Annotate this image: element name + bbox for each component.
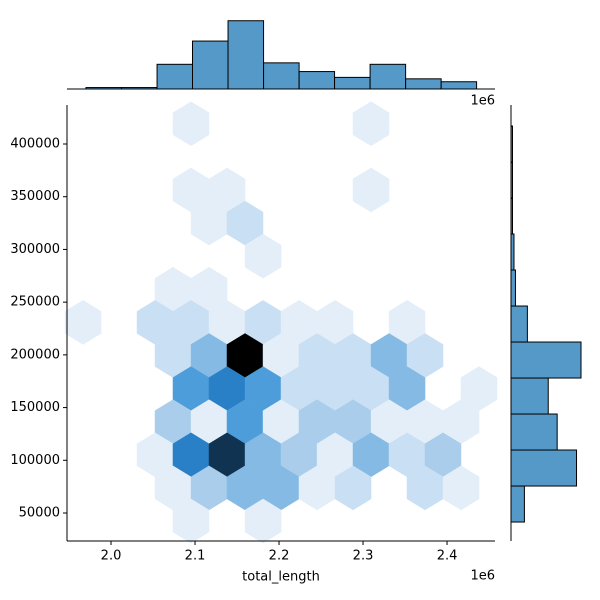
y-tick-label: 100000 <box>10 453 60 468</box>
hexbin-cell <box>352 101 390 147</box>
histogram-bar <box>510 269 516 307</box>
y-tick-label: 350000 <box>10 189 60 204</box>
x-axis-label: total_length <box>242 570 320 585</box>
hexbin-cell <box>244 233 282 279</box>
histogram-bar <box>369 63 407 90</box>
y-tick-label: 150000 <box>10 400 60 415</box>
hexbin-cell <box>442 465 480 511</box>
y-tick-label: 50000 <box>19 505 60 520</box>
histogram-bar <box>227 20 265 90</box>
y-tick-label: 250000 <box>10 295 60 310</box>
x-tick-label: 2.4 <box>437 549 458 564</box>
x-offset-label: 1e6 <box>470 569 495 584</box>
histogram-bar <box>510 341 582 379</box>
x-tick-label: 2.1 <box>185 549 206 564</box>
histogram-bar <box>192 40 229 90</box>
histogram-bar <box>334 76 371 90</box>
histogram-bar <box>510 485 525 523</box>
histogram-bar <box>405 78 442 90</box>
histogram-bar <box>510 413 558 451</box>
y-tick-label: 200000 <box>10 347 60 362</box>
histogram-bar <box>440 81 478 90</box>
histogram-bar <box>298 71 336 90</box>
hexbin-cell <box>172 101 210 147</box>
histogram-bar <box>510 449 578 487</box>
histogram-bar <box>263 62 300 90</box>
histogram-bar <box>510 305 528 343</box>
hexbin-cell <box>334 465 372 511</box>
y-tick-label: 400000 <box>10 137 60 152</box>
hexbin-cell <box>352 167 390 213</box>
top-offset-label: 1e6 <box>470 94 495 109</box>
hexbin-cell <box>64 300 102 345</box>
y-tick-label: 300000 <box>10 242 60 257</box>
hexbin-cell <box>172 498 210 544</box>
x-tick-label: 2.0 <box>101 549 122 564</box>
x-tick-label: 2.2 <box>269 549 290 564</box>
hexbin-cell <box>244 498 282 544</box>
histogram-bar <box>510 377 549 415</box>
histogram-bar <box>156 63 194 90</box>
x-tick-label: 2.3 <box>353 549 374 564</box>
